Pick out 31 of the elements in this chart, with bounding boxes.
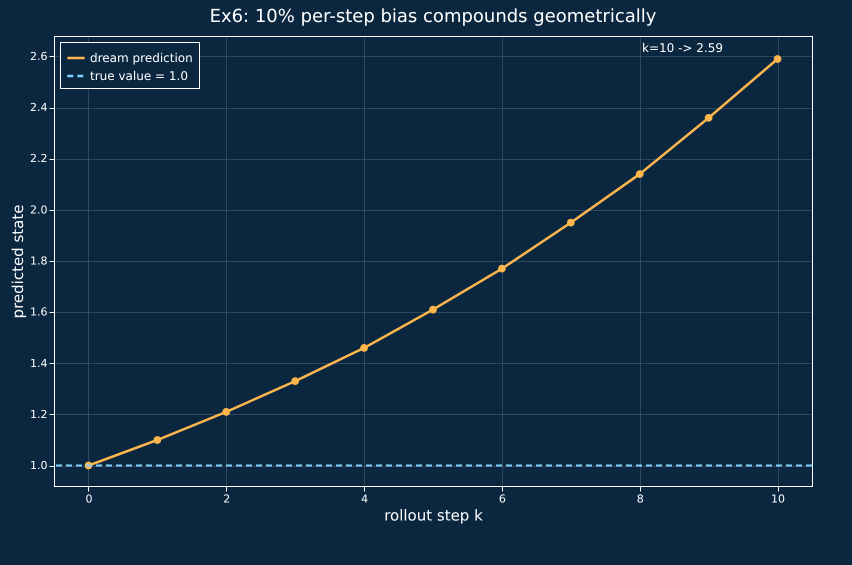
point — [360, 344, 368, 352]
point — [774, 55, 782, 63]
x-tick-label: 0 — [85, 492, 92, 506]
point — [636, 170, 644, 178]
point — [222, 408, 230, 416]
x-tick-label: 8 — [636, 492, 644, 506]
y-tick-label: 2.4 — [30, 101, 48, 114]
annotation: k=10 -> 2.59 — [642, 41, 724, 55]
legend-label: true value = 1.0 — [90, 69, 188, 83]
y-tick-label: 2.2 — [30, 152, 48, 166]
y-tick-label: 2.0 — [30, 203, 48, 216]
x-tick-label: 10 — [771, 492, 786, 506]
point — [566, 218, 575, 227]
point — [291, 377, 300, 386]
y-tick-label: 1.8 — [30, 254, 48, 268]
legend-label: dream prediction — [90, 51, 193, 65]
x-tick-label: 4 — [361, 492, 368, 506]
point — [704, 114, 713, 122]
x-tick-label: 6 — [498, 492, 506, 506]
x-axis-title: rollout step k — [384, 506, 484, 524]
chart-title: Ex6: 10% per-step bias compounds geometrically — [210, 6, 657, 27]
point — [429, 306, 437, 314]
point — [153, 436, 162, 444]
y-tick-label: 2.6 — [30, 50, 48, 63]
y-axis-title: predicted state — [9, 204, 28, 318]
y-tick-label: 1.6 — [30, 306, 48, 319]
y-tick-label: 1.0 — [30, 459, 48, 472]
y-tick-label: 1.4 — [30, 356, 48, 370]
x-tick-label: 2 — [223, 492, 230, 506]
y-tick-label: 1.2 — [30, 408, 48, 421]
point — [498, 264, 506, 273]
